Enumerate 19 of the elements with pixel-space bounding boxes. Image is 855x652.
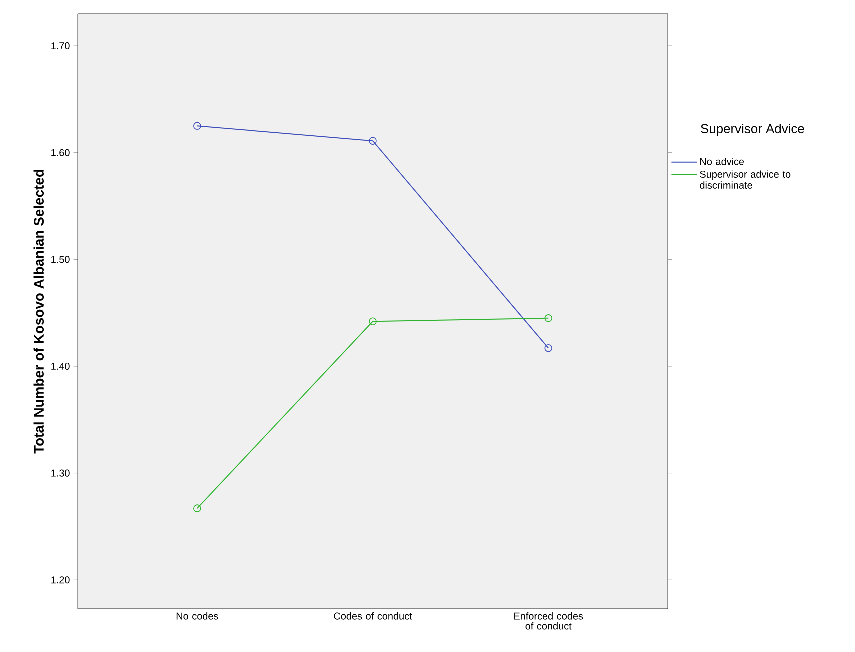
point xyxy=(544,344,552,352)
y-tick-label: 1.30 xyxy=(52,470,70,477)
x-tick-label: No codes xyxy=(176,612,218,620)
point xyxy=(194,122,202,130)
point xyxy=(369,318,377,326)
x-tick-label: Enforced codes of conduct xyxy=(514,612,584,630)
y-axis-title: Total Number of Kosovo Albanian Selected xyxy=(34,170,44,454)
legend-title: Supervisor Advice xyxy=(701,124,804,136)
x-tick-label: Codes of conduct xyxy=(334,612,412,620)
y-tick-label: 1.50 xyxy=(52,256,70,264)
legend-label: No advice xyxy=(700,158,744,166)
point xyxy=(544,314,552,322)
y-tick-label: 1.20 xyxy=(52,576,70,584)
y-tick-label: 1.70 xyxy=(52,42,70,50)
y-tick-label: 1.60 xyxy=(52,149,70,156)
point xyxy=(369,137,377,145)
legend-label: Supervisor advice to discriminate xyxy=(700,170,791,189)
point xyxy=(194,504,202,512)
y-tick-label: 1.40 xyxy=(52,362,70,370)
